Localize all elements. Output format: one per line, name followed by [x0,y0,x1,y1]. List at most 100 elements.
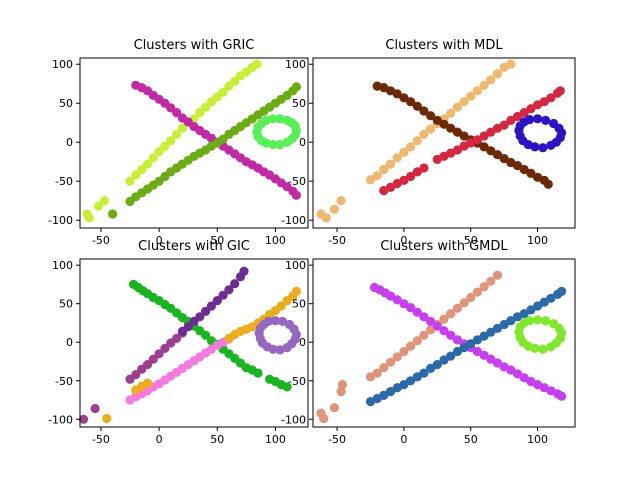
data-point [142,159,153,169]
data-point [549,319,559,329]
data-point [399,346,409,357]
data-point [419,312,429,322]
data-point [432,360,442,370]
series-6 [254,316,301,355]
data-point [275,345,285,355]
plot-frame [79,57,309,229]
data-point [426,124,436,134]
data-point [533,315,543,325]
data-point [94,201,104,211]
x-tick-label: 0 [400,234,407,247]
data-point [446,309,456,319]
data-point [555,132,565,143]
data-point [399,380,409,390]
data-point [399,93,409,103]
data-point [166,136,176,146]
y-tick-label: 100 [52,259,73,272]
data-point [499,120,509,130]
data-point [218,87,228,97]
data-point [336,196,346,206]
data-point [541,115,551,125]
data-point [321,213,331,223]
y-tick-label: 50 [59,97,73,110]
data-point [472,335,482,345]
data-point [526,168,536,178]
data-point [472,346,482,357]
data-point [385,357,396,367]
data-point [406,303,416,313]
data-point [432,115,442,125]
data-point [290,130,300,140]
data-point [172,108,182,118]
data-point [399,147,409,157]
data-point [291,286,301,296]
data-point [472,287,482,297]
data-point [526,305,536,315]
data-point [102,413,112,424]
data-point [479,131,489,141]
x-tick-label: 100 [265,234,286,247]
x-tick-label: 100 [527,433,548,446]
data-point [486,146,496,156]
data-point [108,209,118,219]
series-1 [128,279,292,392]
data-point [201,306,211,316]
data-point [385,159,396,169]
data-point [268,114,278,124]
data-point [392,295,402,305]
data-point [459,97,469,107]
series-1 [316,270,503,424]
data-point [172,129,182,139]
data-point [131,170,141,180]
series-4 [514,315,567,354]
y-tick-label: -100 [48,214,73,227]
data-point [379,363,389,373]
series-2 [131,80,301,200]
data-point [365,372,376,382]
data-point [541,316,551,326]
data-point [137,164,147,175]
data-point [365,175,376,185]
data-point [512,161,523,171]
data-point [154,349,164,359]
data-point [160,141,170,151]
data-point [392,89,402,99]
data-point [148,354,158,364]
data-point [412,136,422,146]
data-point [446,123,456,133]
subplot-3: -50 0 50 100 100 50 0 -50 -100 Clusters with GIC [48,239,309,446]
data-point [492,150,503,160]
data-point [392,352,402,362]
data-point [84,213,94,223]
data-point [419,129,429,139]
data-point [538,143,548,153]
data-point [160,343,170,353]
x-tick-label: 0 [156,433,163,446]
y-tick-label: 50 [292,298,306,311]
x-tick-label: 50 [464,433,478,446]
data-point [385,387,396,397]
data-point [261,138,271,148]
data-point [406,376,416,386]
data-point [452,303,462,313]
data-point [452,102,462,112]
data-point [426,316,436,326]
data-point [412,336,422,346]
data-point [239,266,249,276]
subplot-title: Clusters with GMDL [380,239,508,254]
data-point [533,114,543,124]
data-point [452,127,462,137]
data-point [506,365,516,375]
series-1 [316,59,516,223]
data-point [275,140,285,150]
data-point [452,346,462,357]
data-point [492,270,503,280]
subplot-title: Clusters with MDL [385,38,503,53]
data-point [218,290,228,300]
x-tick-label: -50 [92,234,110,247]
data-point [519,108,529,118]
data-point [512,369,523,379]
subplot-title: Clusters with GIC [138,239,250,254]
data-point [379,164,389,175]
